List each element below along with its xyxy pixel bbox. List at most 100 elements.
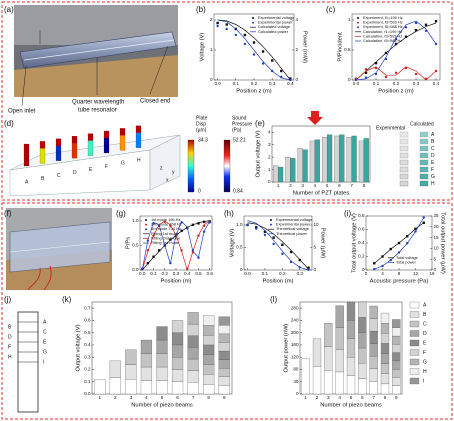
x-tick-label: 0.0 (214, 81, 221, 86)
marker (289, 77, 292, 80)
axis-letter: z (160, 165, 163, 171)
colorbar-title: Plate (196, 115, 208, 121)
legend-swatch (419, 152, 429, 159)
beam-label: F (8, 344, 11, 350)
y-tick-label: 0.5 (236, 245, 243, 250)
legend-marker (145, 228, 147, 231)
x-tick-label: 0.4 (433, 81, 440, 86)
legend-label: Total voltage (396, 255, 418, 260)
y2-tick-label: 10 (434, 246, 440, 251)
x-tick-label: 0.6 (207, 271, 214, 276)
bar-segment (156, 326, 168, 341)
x-tick-label: 5 (326, 183, 329, 188)
y2-tick-label: 10 (314, 222, 320, 227)
plate-tip (136, 125, 141, 133)
marker (397, 251, 401, 254)
legend-label: A (431, 132, 435, 138)
y-tick-label: 0.2 (84, 367, 91, 372)
legend-swatch (419, 166, 429, 173)
plate-letter: A (25, 179, 29, 185)
bar-segment (392, 319, 401, 328)
y-tick-label: 0 (240, 267, 243, 272)
plate-tip (24, 144, 29, 151)
marker (261, 62, 265, 65)
bar-segment (335, 349, 344, 373)
x-tick-label: 12 (413, 271, 419, 276)
bar (334, 135, 340, 183)
bar-segment (346, 320, 356, 339)
y-tick-label: 1 (268, 167, 271, 172)
bar-segment (324, 370, 333, 395)
bar (363, 138, 369, 183)
y-tick-label: 40 (293, 379, 299, 384)
photo-f (6, 208, 112, 291)
bar-segment (125, 349, 137, 365)
y-tick-label: 80 (293, 367, 299, 372)
bar-segment (171, 357, 184, 370)
legend-label: Fitting 1st mode (151, 231, 179, 236)
x-tick-label: 0.2 (279, 271, 286, 276)
marker (364, 71, 368, 74)
colorbar (187, 139, 195, 193)
y-tick-label: 0.3 (84, 354, 91, 359)
y-tick-label: 0 (210, 77, 213, 82)
bar-segment (203, 344, 215, 355)
bar (309, 140, 316, 183)
bar-segment (203, 334, 215, 346)
marker (246, 223, 249, 227)
x-tick-label: 1 (304, 395, 307, 400)
bar-segment (171, 381, 184, 395)
x-tick-label: 0.3 (269, 81, 276, 86)
photo-label: tube resonator (78, 108, 117, 114)
bar-segment (140, 339, 153, 354)
y-tick-label: 280 (291, 305, 299, 310)
bar-segment (392, 344, 401, 353)
legend-label: Experiment, f1=199 Hz (363, 15, 403, 20)
bar-segment (109, 360, 121, 378)
y-tick-label: 0 (268, 179, 271, 184)
beam-label: A (43, 319, 47, 325)
marker (255, 226, 258, 229)
y2-tick-label: 25 (434, 213, 440, 218)
bar-segment (392, 385, 401, 395)
legend-marker (145, 219, 147, 221)
panel-label: (a) (4, 5, 14, 14)
bar-segment (171, 344, 184, 358)
legend-swatch (419, 131, 429, 138)
x-axis-label: Position (m) (263, 279, 294, 285)
line (355, 66, 437, 81)
bar-segment (94, 379, 106, 395)
bar (322, 137, 328, 183)
beam-label: B (8, 324, 12, 330)
marker (434, 20, 438, 23)
y-tick-label: 0 (362, 267, 365, 272)
colorbar-title: Pressure (232, 121, 252, 127)
marker (406, 235, 409, 238)
bar-segment (140, 353, 153, 368)
y-tick-label: 0.6 (358, 227, 365, 232)
legend-label: B (431, 139, 435, 145)
bar-segment (392, 369, 401, 378)
legend-swatch (399, 166, 409, 173)
legend-label: H (431, 181, 435, 187)
bar-segment (369, 318, 378, 332)
x-tick-label: 4 (314, 183, 317, 188)
plate-letter: E (89, 167, 93, 173)
axis-letter: y (172, 169, 175, 175)
legend-swatch (409, 301, 420, 309)
x-tick-label: 3 (130, 395, 133, 400)
y-axis-label: P/Ps (126, 237, 132, 249)
marker (263, 233, 267, 237)
legend-label: E (423, 340, 427, 346)
bar-segment (156, 366, 168, 381)
bar-segment (324, 346, 333, 371)
x-tick-label: 6 (361, 395, 364, 400)
panel-label: (j) (4, 295, 11, 304)
marker (373, 267, 376, 271)
bar-segment (369, 368, 378, 382)
beam-label: C (43, 329, 47, 335)
y-axis-label: Output power (nW) (284, 323, 290, 372)
x-tick-label: 0.2 (251, 81, 258, 86)
y-tick-label: 0.0 (84, 391, 91, 396)
beam-label: E (43, 339, 47, 345)
